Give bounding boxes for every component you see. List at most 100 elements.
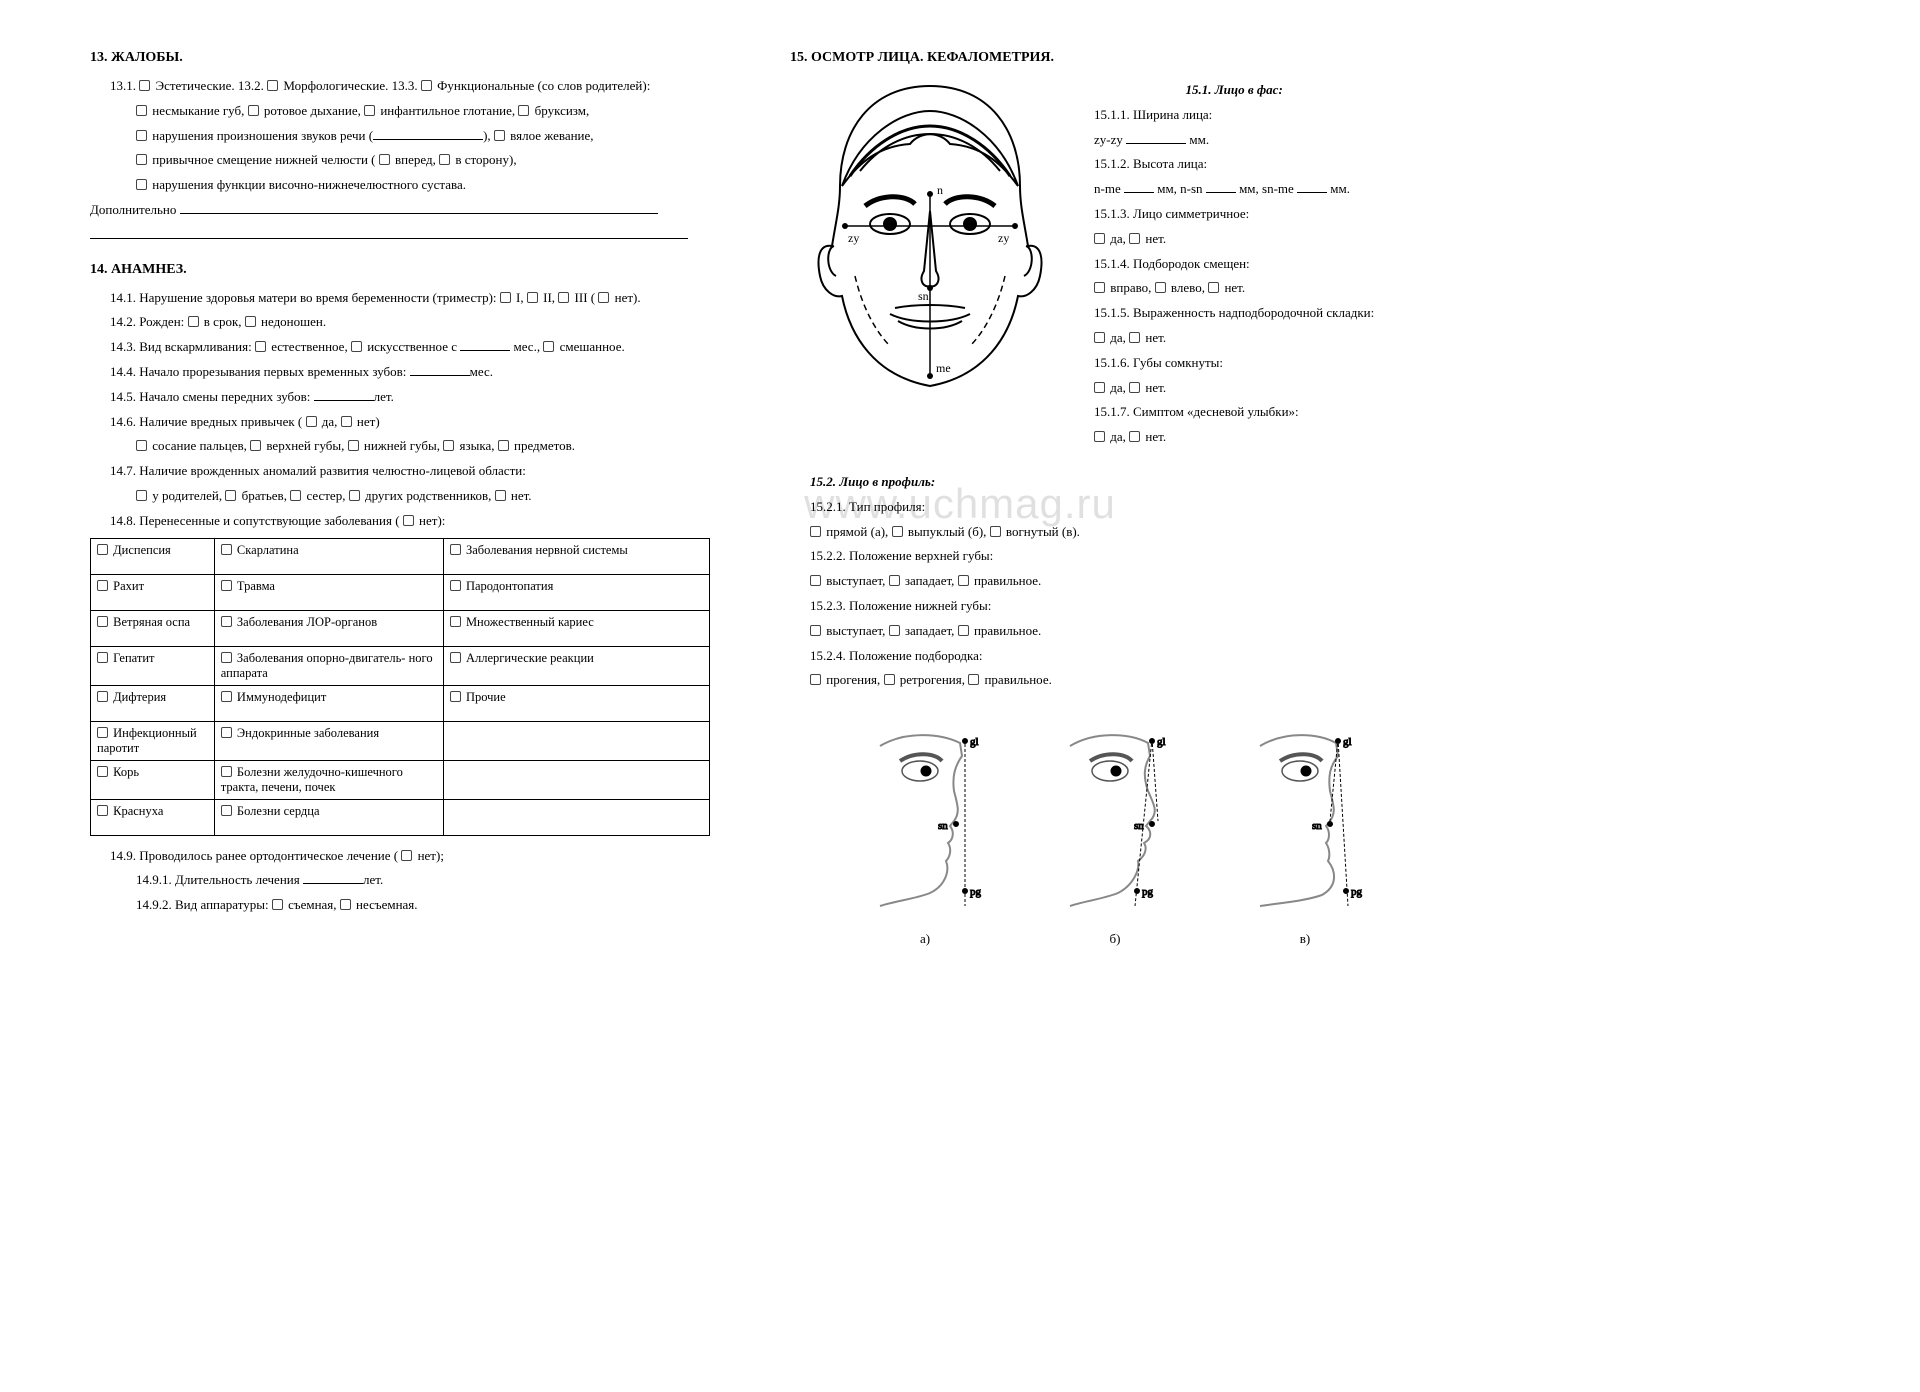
checkbox[interactable] [136,490,147,501]
checkbox[interactable] [1129,382,1140,393]
checkbox[interactable] [439,154,450,165]
checkbox[interactable] [958,575,969,586]
checkbox[interactable] [527,292,538,303]
checkbox[interactable] [351,341,362,352]
checkbox[interactable] [1129,332,1140,343]
checkbox[interactable] [250,440,261,451]
checkbox[interactable] [1094,233,1105,244]
checkbox[interactable] [450,652,461,663]
checkbox[interactable] [136,440,147,451]
checkbox[interactable] [495,490,506,501]
checkbox[interactable] [518,105,529,116]
checkbox[interactable] [97,652,108,663]
checkbox[interactable] [348,440,359,451]
checkbox[interactable] [255,341,266,352]
checkbox[interactable] [421,80,432,91]
checkbox[interactable] [500,292,511,303]
checkbox[interactable] [97,766,108,777]
checkbox[interactable] [290,490,301,501]
blank[interactable] [373,128,483,140]
text: вперед, [395,152,436,167]
checkbox[interactable] [558,292,569,303]
checkbox[interactable] [884,674,895,685]
blank[interactable] [410,364,470,376]
checkbox[interactable] [340,899,351,910]
checkbox[interactable] [379,154,390,165]
checkbox[interactable] [810,526,821,537]
checkbox[interactable] [810,625,821,636]
checkbox[interactable] [450,544,461,555]
checkbox[interactable] [221,616,232,627]
checkbox[interactable] [221,727,232,738]
checkbox[interactable] [889,625,900,636]
checkbox[interactable] [349,490,360,501]
svg-text:zy: zy [848,231,859,245]
s15-116: 15.1.6. Губы сомкнуты: [1094,353,1374,374]
checkbox[interactable] [1094,382,1105,393]
checkbox[interactable] [364,105,375,116]
checkbox[interactable] [97,580,108,591]
checkbox[interactable] [267,80,278,91]
checkbox[interactable] [97,805,108,816]
checkbox[interactable] [450,616,461,627]
s14-7: 14.7. Наличие врожденных аномалий развит… [110,461,710,482]
blank[interactable] [1297,182,1327,194]
blank[interactable] [303,873,363,885]
checkbox[interactable] [1208,282,1219,293]
checkbox[interactable] [450,691,461,702]
checkbox[interactable] [221,580,232,591]
checkbox[interactable] [1094,431,1105,442]
checkbox[interactable] [1094,332,1105,343]
checkbox[interactable] [892,526,903,537]
checkbox[interactable] [990,526,1001,537]
checkbox[interactable] [1094,282,1105,293]
checkbox[interactable] [272,899,283,910]
blank[interactable] [1126,132,1186,144]
checkbox[interactable] [810,674,821,685]
blank[interactable] [90,227,688,239]
checkbox[interactable] [306,416,317,427]
checkbox[interactable] [1155,282,1166,293]
checkbox[interactable] [498,440,509,451]
checkbox[interactable] [136,105,147,116]
blank[interactable] [1206,182,1236,194]
text: нижней губы, [364,438,440,453]
s14-6: 14.6. Наличие вредных привычек ( да, нет… [110,412,710,433]
blank[interactable] [314,389,374,401]
checkbox[interactable] [341,416,352,427]
checkbox[interactable] [443,440,454,451]
checkbox[interactable] [188,316,199,327]
checkbox[interactable] [958,625,969,636]
checkbox[interactable] [450,580,461,591]
checkbox[interactable] [543,341,554,352]
checkbox[interactable] [598,292,609,303]
checkbox[interactable] [221,691,232,702]
blank[interactable] [180,202,658,214]
checkbox[interactable] [97,727,108,738]
checkbox[interactable] [245,316,256,327]
checkbox[interactable] [968,674,979,685]
checkbox[interactable] [403,515,414,526]
checkbox[interactable] [221,805,232,816]
checkbox[interactable] [136,179,147,190]
checkbox[interactable] [221,652,232,663]
checkbox[interactable] [221,544,232,555]
checkbox[interactable] [136,130,147,141]
checkbox[interactable] [248,105,259,116]
checkbox[interactable] [97,616,108,627]
checkbox[interactable] [97,691,108,702]
checkbox[interactable] [139,80,150,91]
checkbox[interactable] [494,130,505,141]
checkbox[interactable] [401,850,412,861]
blank[interactable] [1124,182,1154,194]
checkbox[interactable] [225,490,236,501]
checkbox[interactable] [1129,233,1140,244]
blank[interactable] [460,339,510,351]
checkbox[interactable] [889,575,900,586]
checkbox[interactable] [221,766,232,777]
checkbox[interactable] [1129,431,1140,442]
checkbox[interactable] [810,575,821,586]
svg-text:sn: sn [918,289,929,303]
checkbox[interactable] [136,154,147,165]
checkbox[interactable] [97,544,108,555]
